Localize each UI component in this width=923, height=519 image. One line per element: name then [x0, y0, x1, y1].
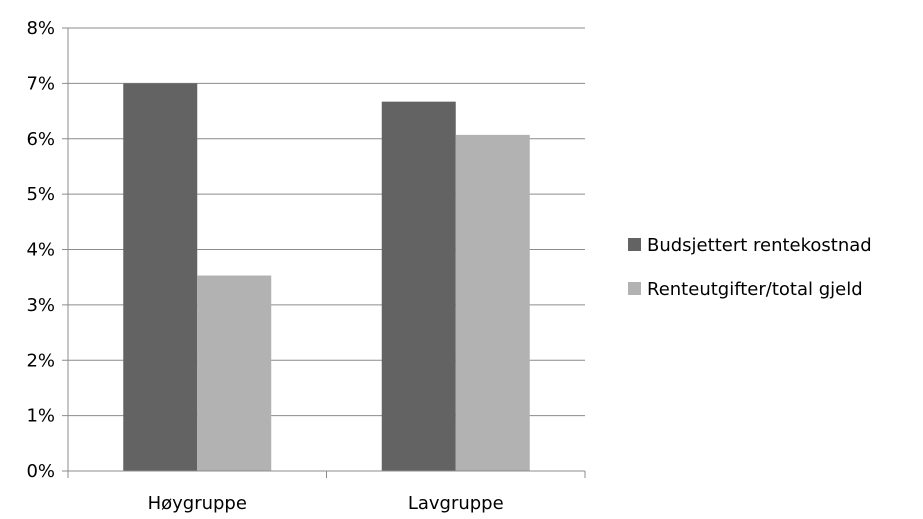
- category-labels: Høygruppe Lavgruppe: [148, 493, 504, 514]
- legend-label: Renteutgifter/total gjeld: [647, 279, 863, 300]
- axes: [62, 27, 586, 478]
- y-tick-label: 7%: [26, 73, 55, 94]
- y-tick-label: 8%: [26, 18, 55, 39]
- bar: [455, 134, 530, 471]
- bar: [123, 83, 198, 471]
- bars: [123, 83, 530, 472]
- y-tick-labels: 0% 1% 2% 3% 4% 5% 6% 7% 8%: [26, 18, 55, 482]
- legend-swatch: [628, 238, 641, 251]
- y-tick-label: 2%: [26, 350, 55, 371]
- legend: Budsjettert rentekostnad Renteutgifter/to…: [628, 235, 872, 300]
- bar: [381, 101, 456, 472]
- bar: [197, 275, 272, 471]
- y-tick-label: 6%: [26, 129, 55, 150]
- category-label: Høygruppe: [148, 493, 247, 514]
- y-tick-label: 0%: [26, 461, 55, 482]
- legend-label: Budsjettert rentekostnad: [647, 235, 872, 256]
- category-label: Lavgruppe: [408, 493, 504, 514]
- y-tick-label: 4%: [26, 240, 55, 261]
- y-tick-label: 3%: [26, 295, 55, 316]
- y-tick-label: 5%: [26, 184, 55, 205]
- y-tick-label: 1%: [26, 406, 55, 427]
- legend-swatch: [628, 282, 641, 295]
